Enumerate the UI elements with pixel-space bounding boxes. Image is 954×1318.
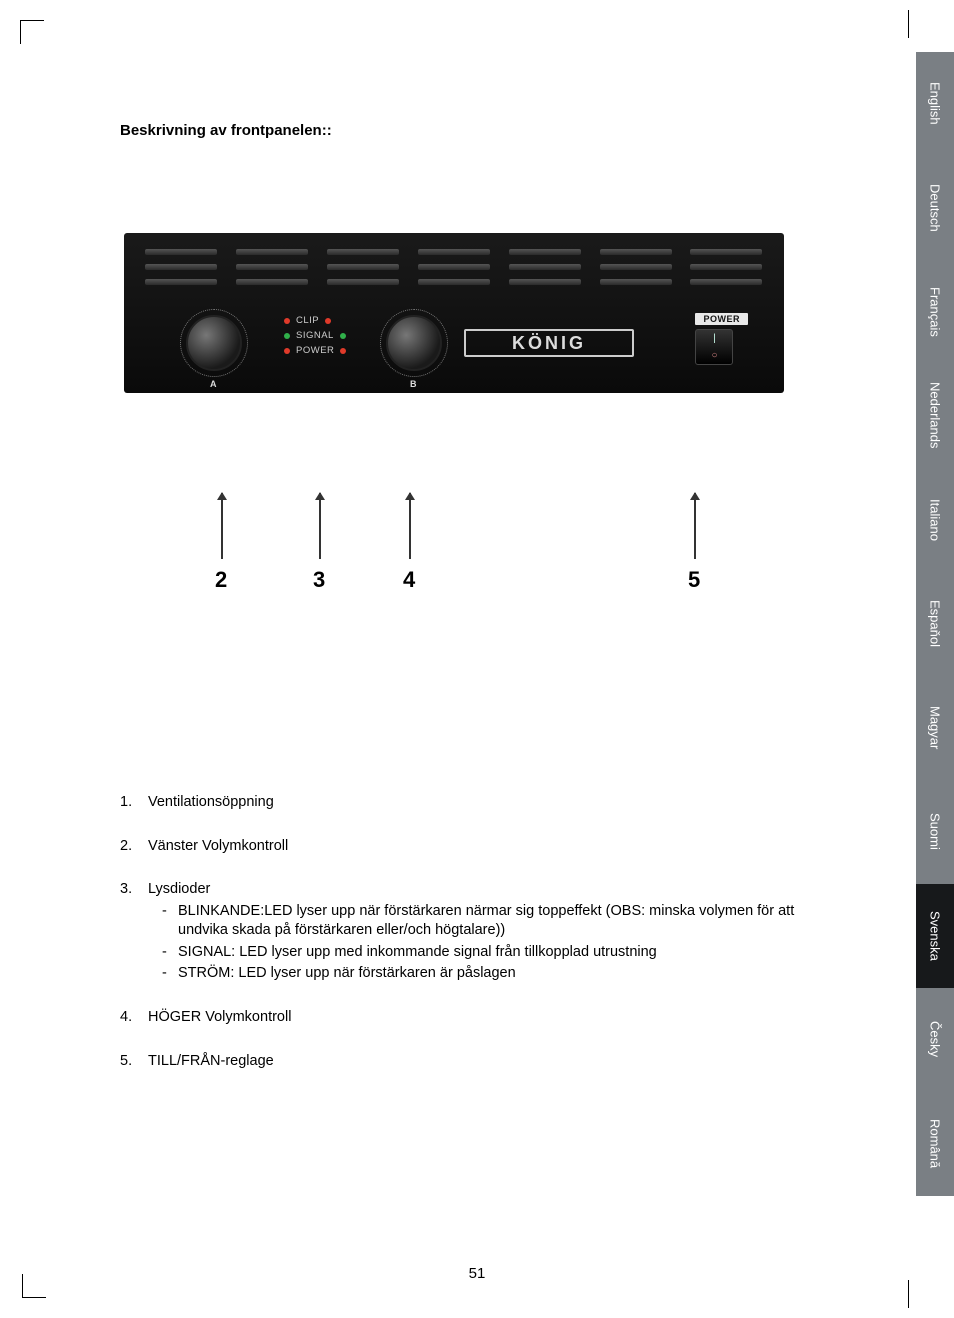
arrow-icon [319, 493, 321, 559]
item-text: Lysdioder [148, 880, 210, 900]
vent-slot [145, 249, 217, 285]
page-number: 51 [0, 1265, 954, 1282]
vent-slot [600, 249, 672, 285]
item-number: 1. [120, 793, 148, 813]
lang-tab-english[interactable]: English [916, 52, 954, 156]
switch-on-icon: | [696, 330, 732, 347]
power-switch[interactable]: | ○ [695, 329, 733, 365]
arrow-icon [221, 493, 223, 559]
item-text: Vänster Volymkontroll [148, 837, 288, 857]
amplifier-panel: A CLIP SIGNAL POWER B KÖNIG POWER | ○ [124, 233, 784, 393]
list-item: 1. Ventilationsöppning [120, 793, 820, 813]
callout-2: 2 [215, 567, 227, 593]
right-volume-knob[interactable] [386, 315, 442, 371]
switch-off-icon: ○ [696, 347, 732, 364]
power-label: POWER [695, 313, 748, 325]
power-led-icon [284, 348, 290, 354]
clip-led-icon [325, 318, 331, 324]
lang-tab-espanol[interactable]: Espaňol [916, 572, 954, 676]
vent-slot [418, 249, 490, 285]
list-item: 4. HÖGER Volymkontroll [120, 1008, 820, 1028]
power-led-label: POWER [296, 345, 334, 356]
item-number: 3. [120, 880, 148, 900]
lang-tab-nederlands[interactable]: Nederlands [916, 364, 954, 468]
vent-slot [327, 249, 399, 285]
ventilation-row [124, 249, 784, 285]
item-number: 2. [120, 837, 148, 857]
list-item: 2. Vänster Volymkontroll [120, 837, 820, 857]
sub-text: SIGNAL: LED lyser upp med inkommande sig… [178, 943, 657, 963]
callout-4: 4 [403, 567, 415, 593]
crop-mark [908, 1280, 909, 1308]
lang-tab-cesky[interactable]: Česky [916, 988, 954, 1092]
left-volume-knob[interactable] [186, 315, 242, 371]
lang-tab-magyar[interactable]: Magyar [916, 676, 954, 780]
section-heading: Beskrivning av frontpanelen:: [120, 122, 820, 139]
signal-led-label: SIGNAL [296, 330, 334, 341]
sub-item: -SIGNAL: LED lyser upp med inkommande si… [162, 943, 820, 963]
knob-b-label: B [410, 379, 417, 389]
sub-item: -BLINKANDE:LED lyser upp när förstärkare… [162, 902, 820, 941]
vent-slot [509, 249, 581, 285]
lang-tab-romana[interactable]: Română [916, 1092, 954, 1196]
brand-logo: KÖNIG [464, 329, 634, 357]
clip-led-icon [284, 318, 290, 324]
signal-led-icon [340, 333, 346, 339]
callout-3: 3 [313, 567, 325, 593]
sub-item: -STRÖM: LED lyser upp när förstärkaren ä… [162, 964, 820, 984]
list-item: 3. Lysdioder -BLINKANDE:LED lyser upp nä… [120, 880, 820, 984]
item-text: HÖGER Volymkontroll [148, 1008, 291, 1028]
clip-led-label: CLIP [296, 315, 319, 326]
lang-tab-deutsch[interactable]: Deutsch [916, 156, 954, 260]
page-content: Beskrivning av frontpanelen:: 1 A CLIP S… [120, 122, 820, 1095]
lang-tab-svenska[interactable]: Svenska [916, 884, 954, 988]
front-panel-figure: 1 A CLIP SIGNAL POWER B KÖNIG [124, 233, 784, 753]
item-number: 4. [120, 1008, 148, 1028]
signal-led-icon [284, 333, 290, 339]
arrow-icon [409, 493, 411, 559]
lang-tab-francais[interactable]: Français [916, 260, 954, 364]
lang-tab-suomi[interactable]: Suomi [916, 780, 954, 884]
vent-slot [690, 249, 762, 285]
crop-mark [20, 20, 44, 44]
callout-5: 5 [688, 567, 700, 593]
item-text: TILL/FRÅN-reglage [148, 1052, 274, 1072]
item-number: 5. [120, 1052, 148, 1072]
language-tabs: English Deutsch Français Nederlands Ital… [916, 52, 954, 1196]
item-text: Ventilationsöppning [148, 793, 274, 813]
vent-slot [236, 249, 308, 285]
power-block: POWER | ○ [695, 313, 748, 365]
crop-mark [908, 10, 909, 38]
sub-text: STRÖM: LED lyser upp när förstärkaren är… [178, 964, 516, 984]
arrow-icon [694, 493, 696, 559]
power-led-icon [340, 348, 346, 354]
lang-tab-italiano[interactable]: Italiano [916, 468, 954, 572]
list-item: 5. TILL/FRÅN-reglage [120, 1052, 820, 1072]
description-list: 1. Ventilationsöppning 2. Vänster Volymk… [120, 793, 820, 1071]
knob-a-label: A [210, 379, 217, 389]
led-indicators: CLIP SIGNAL POWER [284, 315, 346, 360]
sub-text: BLINKANDE:LED lyser upp när förstärkaren… [178, 902, 820, 941]
